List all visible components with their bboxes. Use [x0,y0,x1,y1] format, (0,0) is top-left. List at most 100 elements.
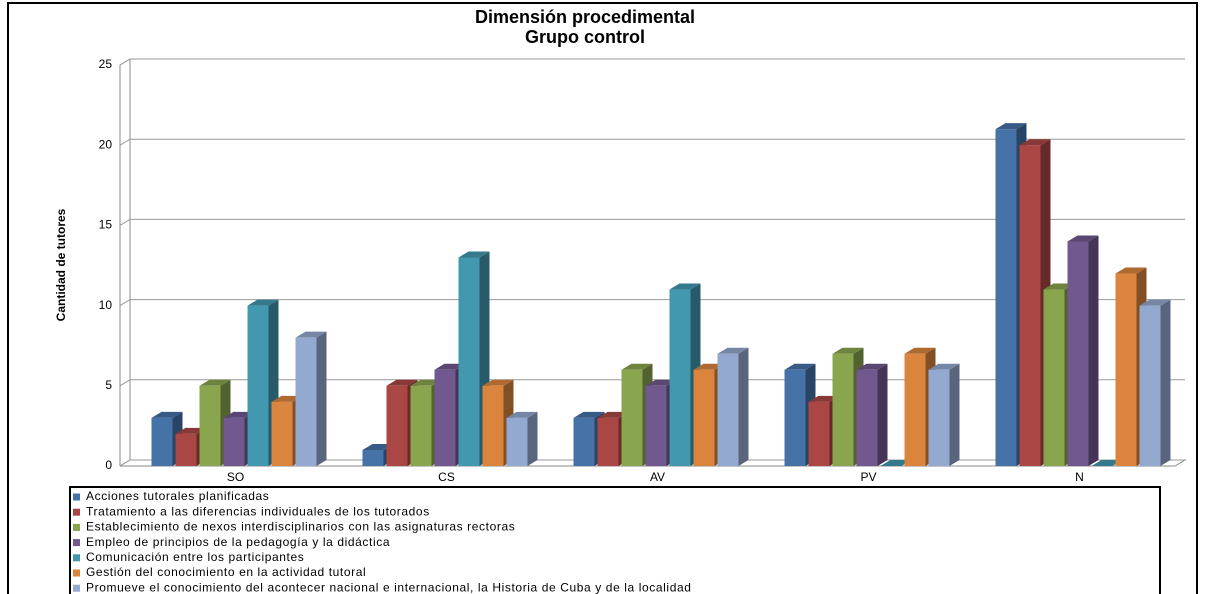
bar-face [949,363,960,466]
x-tick-label: CS [438,470,455,484]
bar-face [573,411,605,418]
bar-face [1067,241,1089,466]
bar-face [458,257,480,466]
legend-swatch [73,523,80,531]
bar-face [175,433,197,466]
bar-face [669,283,701,290]
chart-title: Dimensión procedimental [475,7,695,27]
bar-face [1088,235,1099,466]
legend-swatch [73,508,80,516]
y-axis-label: Cantidad de tutores [54,208,68,321]
bar-face [295,337,317,466]
legend-swatch [73,539,80,547]
bar-face [247,305,269,466]
x-tick-label: AV [650,470,665,484]
chart-frame [7,2,1198,594]
legend-swatch [73,569,80,577]
bar-face [717,347,749,354]
bar [717,347,749,466]
bar-face [738,347,749,466]
bar-face [877,363,888,466]
bar-face [880,460,912,466]
bar-face [151,417,173,466]
legend-text: Tratamiento a las diferencias individual… [86,504,430,518]
bar-face [597,417,619,466]
bar-face [621,369,643,466]
bar-face [1115,267,1147,274]
bar-face [506,417,528,466]
grid-line [119,58,1185,66]
bar-face [1115,273,1137,466]
bar-face [386,385,408,466]
bar-face [784,369,806,466]
bar-face [904,347,936,354]
bar-face [904,353,926,466]
bar-face [808,395,840,402]
bar-face [621,363,653,370]
grid-line [119,138,1185,146]
bar [1091,460,1123,466]
bar-face [928,363,960,370]
legend-text: Promueve el conocimiento del acontecer n… [86,580,692,594]
bar-face [434,363,466,370]
bar-face [995,123,1027,130]
bar-face [717,353,739,466]
legend-text: Acciones tutorales planificadas [86,489,269,503]
bar-face [856,369,878,466]
bar-face [669,289,691,466]
bar-face [1019,139,1051,146]
y-tick-label: 10 [99,298,113,312]
bar-face [386,379,418,386]
y-tick-label: 5 [105,378,112,392]
bar-face [784,363,816,370]
bar-face [1091,460,1123,466]
bar-face [573,417,595,466]
bar-face [645,385,667,466]
bar-face [271,395,303,402]
legend-swatch [73,493,80,501]
bar-face [1067,235,1099,242]
bar [1139,299,1171,466]
bar [856,363,888,466]
legend-text: Establecimiento de nexos interdisciplina… [86,520,515,534]
bar [880,460,912,466]
bar-face [247,299,279,306]
y-tick-label: 20 [99,137,113,151]
bar-face [410,379,442,386]
bar-face [199,385,221,466]
bar-face [597,411,629,418]
bar-face [458,251,490,258]
legend-text: Comunicación entre los participantes [86,550,304,564]
bar-face [1139,299,1171,306]
bar-face [434,369,456,466]
bar-face [856,363,888,370]
bar-face [693,363,725,370]
bar-face [506,411,538,418]
bar-face [1043,289,1065,466]
bar-face [995,129,1017,466]
bar-face [928,369,950,466]
bar-face [175,427,207,434]
y-tick-label: 15 [99,218,113,232]
bar [295,331,327,466]
bar-face [362,449,384,466]
back-wall [119,58,131,467]
bar-face [645,379,677,386]
legend-text: Empleo de principios de la pedagogía y l… [86,535,390,549]
bar [928,363,960,466]
bar-face [223,417,245,466]
y-tick-label: 25 [99,57,113,71]
bar-face [223,411,255,418]
bar-face [482,379,514,386]
grid-line [119,218,1185,226]
x-tick-label: N [1075,470,1084,484]
bar-face [1019,145,1041,466]
legend-swatch [73,584,80,592]
bar [1067,235,1099,466]
bar-face [410,385,432,466]
legend-box [69,486,1161,594]
bar-face [482,385,504,466]
legend-text: Gestión del conocimiento en la actividad… [86,565,366,579]
bar-face [151,411,183,418]
